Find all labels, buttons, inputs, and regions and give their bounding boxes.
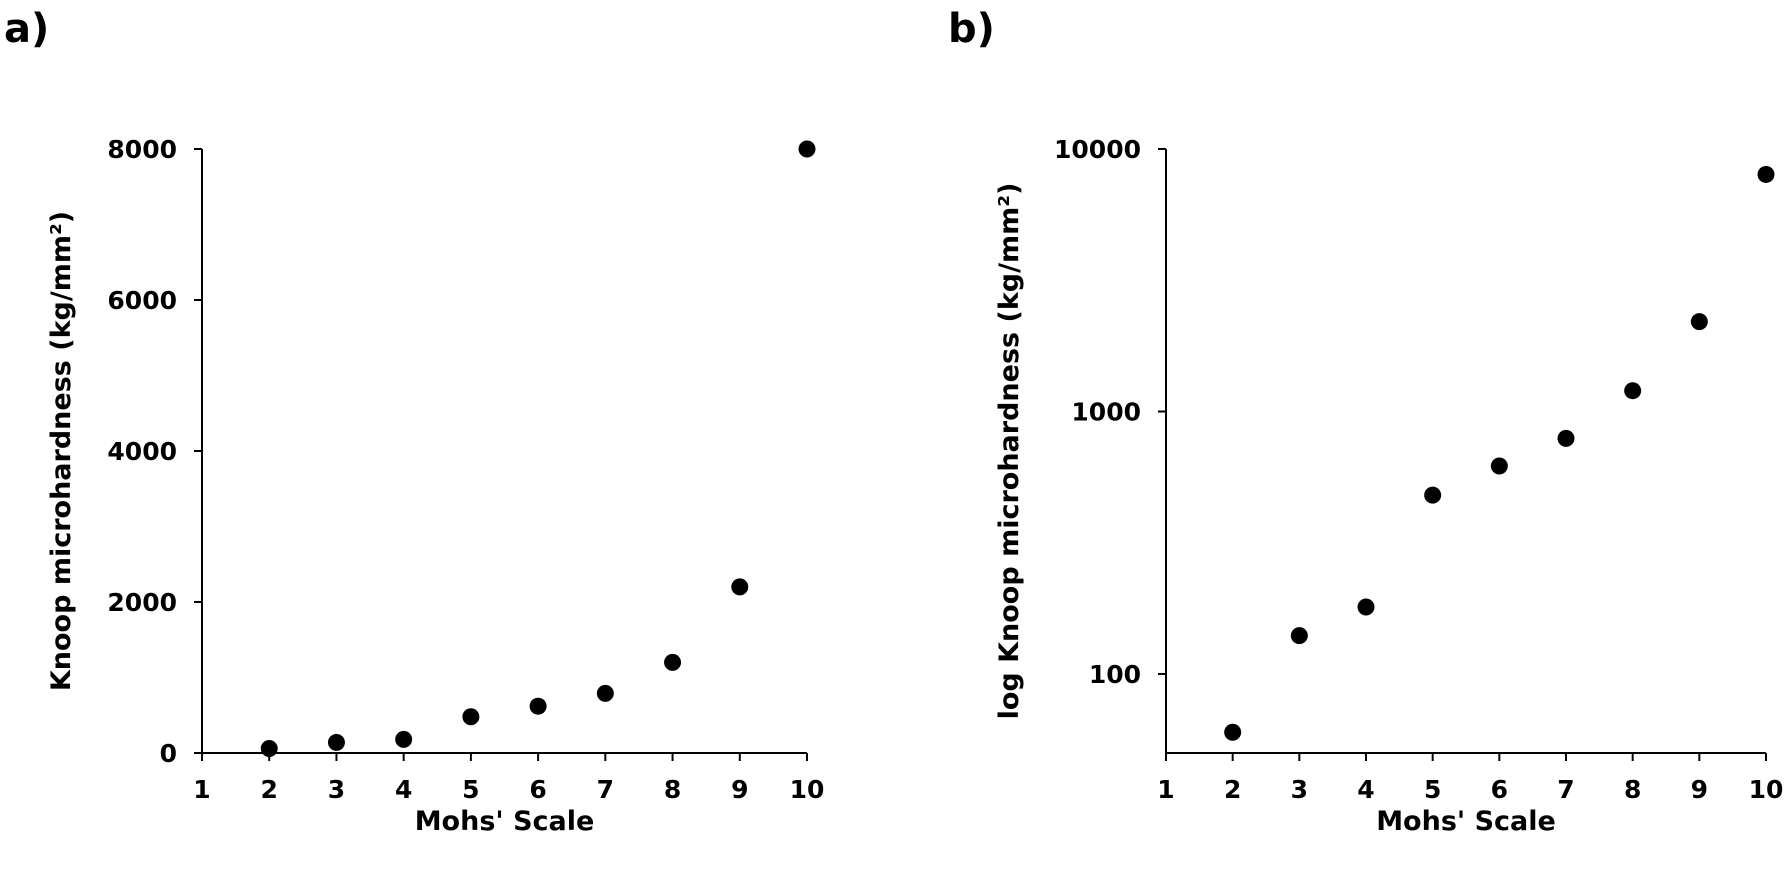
x-tick-label: 10 — [1749, 775, 1784, 804]
data-point — [1224, 723, 1242, 741]
y-tick-label: 8000 — [107, 135, 177, 164]
x-tick-label: 7 — [597, 775, 614, 804]
y-tick-label: 10000 — [1054, 135, 1141, 164]
data-point — [1757, 165, 1775, 183]
x-axis-title: Mohs' Scale — [415, 806, 595, 837]
data-point — [1290, 627, 1308, 645]
x-tick-label: 3 — [1291, 775, 1308, 804]
data-point — [596, 684, 614, 702]
x-tick-label: 1 — [1157, 775, 1174, 804]
y-axis-title: Knoop microhardness (kg/mm²) — [46, 211, 77, 691]
x-tick-label: 5 — [462, 775, 479, 804]
data-point — [731, 578, 749, 596]
data-point — [1557, 429, 1575, 447]
x-tick-label: 3 — [328, 775, 345, 804]
chart-panel-b: b) 100 1000 10000 1 2 3 4 5 6 7 8 9 10 Mohs' Scale log … — [948, 6, 1783, 837]
x-tick-label: 7 — [1557, 775, 1574, 804]
y-tick-label: 1000 — [1071, 397, 1141, 426]
data-point — [529, 697, 547, 715]
data-point — [1357, 598, 1375, 616]
x-tick-label: 8 — [1624, 775, 1641, 804]
data-point — [664, 653, 682, 671]
x-tick-label: 4 — [1357, 775, 1374, 804]
panel-label: b) — [948, 6, 995, 52]
data-point — [1690, 313, 1708, 331]
x-tick-label: 8 — [664, 775, 681, 804]
chart-panel-a: a) 0 2000 4000 6000 8000 1 2 3 4 5 6 7 8 9 10 Mohs' Scal… — [4, 6, 824, 837]
data-point — [327, 733, 345, 751]
x-tick-label: 6 — [529, 775, 546, 804]
y-axis-title: log Knoop microhardness (kg/mm²) — [994, 183, 1025, 720]
x-tick-label: 9 — [731, 775, 748, 804]
data-point — [462, 708, 480, 726]
x-tick-label: 5 — [1424, 775, 1441, 804]
data-point — [395, 730, 413, 748]
data-point — [1424, 486, 1442, 504]
y-tick-label: 100 — [1089, 660, 1141, 689]
y-tick-label: 4000 — [107, 437, 177, 466]
y-tick-label: 0 — [160, 739, 177, 768]
x-tick-label: 10 — [790, 775, 825, 804]
panel-label: a) — [4, 6, 49, 52]
x-tick-label: 2 — [261, 775, 278, 804]
data-point — [798, 140, 816, 158]
y-tick-label: 6000 — [107, 286, 177, 315]
x-axis-title: Mohs' Scale — [1376, 806, 1556, 837]
data-point — [1624, 382, 1642, 400]
data-point — [1490, 457, 1508, 475]
x-tick-label: 4 — [395, 775, 412, 804]
x-tick-label: 6 — [1491, 775, 1508, 804]
y-tick-label: 2000 — [107, 588, 177, 617]
x-tick-label: 9 — [1691, 775, 1708, 804]
x-tick-label: 1 — [193, 775, 210, 804]
data-point — [260, 739, 278, 757]
x-tick-label: 2 — [1224, 775, 1241, 804]
